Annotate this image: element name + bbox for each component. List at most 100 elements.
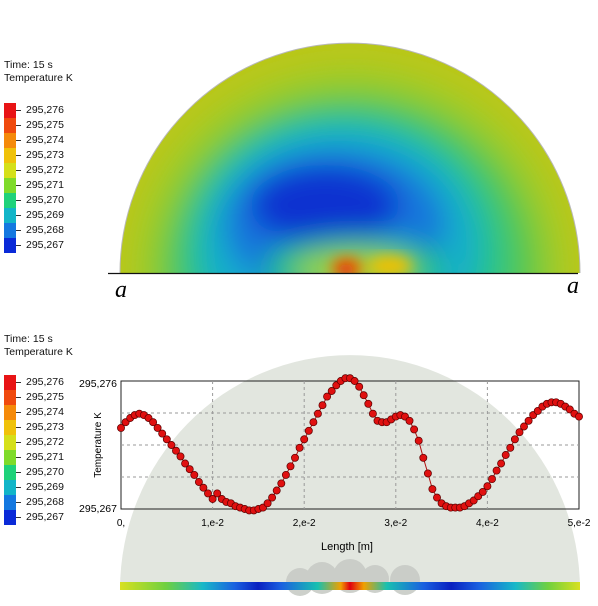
legend-value: 295,273 — [26, 421, 64, 433]
legend-tick — [16, 457, 21, 458]
data-point — [520, 422, 528, 431]
time-label: Time: — [4, 333, 30, 345]
legend-swatch — [4, 480, 16, 495]
x-tick-label: 2,e-2 — [293, 518, 316, 529]
data-point — [492, 466, 501, 475]
data-point — [300, 435, 309, 444]
legend-value: 295,275 — [26, 391, 64, 403]
legend-tick — [16, 230, 21, 231]
legend-value: 295,269 — [26, 481, 64, 493]
quantity-label: Temperature K — [4, 72, 73, 84]
data-point — [368, 409, 377, 418]
plot-grid — [121, 381, 579, 509]
data-point — [213, 489, 222, 498]
legend-value: 295,267 — [26, 239, 64, 251]
top-panel: Time: 15 s Temperature K 295,276 295,275 29… — [4, 42, 581, 303]
data-point — [172, 446, 180, 455]
data-point — [423, 469, 432, 478]
data-point — [483, 482, 492, 491]
legend-swatch — [4, 148, 16, 163]
data-point — [158, 429, 167, 438]
data-point — [263, 499, 272, 508]
data-point — [286, 462, 295, 471]
legend-value: 295,268 — [26, 496, 64, 508]
x-tick-label: 3,e-2 — [384, 518, 407, 529]
data-point — [162, 435, 171, 444]
data-point — [117, 423, 125, 432]
legend-swatch — [4, 420, 16, 435]
data-point — [277, 479, 286, 488]
legend-tick — [16, 412, 21, 413]
data-point — [304, 426, 313, 435]
legend-swatch — [4, 208, 16, 223]
legend-swatch — [4, 375, 16, 390]
legend-swatch — [4, 450, 16, 465]
legend-tick — [16, 215, 21, 216]
domain-backdrop — [120, 355, 580, 590]
y-tick-max: 295,276 — [79, 378, 117, 390]
data-point — [208, 495, 217, 503]
data-point — [194, 478, 203, 486]
legend-tick — [16, 245, 21, 246]
legend-value: 295,274 — [26, 406, 64, 418]
data-point — [497, 459, 506, 468]
x-tick-label: 1,e-2 — [201, 518, 224, 529]
data-point — [167, 441, 176, 449]
data-point — [309, 418, 318, 427]
legend-value: 295,269 — [26, 209, 64, 221]
legend-value: 295,273 — [26, 149, 64, 161]
data-point — [181, 459, 190, 468]
legend-tick — [16, 110, 21, 111]
legend-swatch — [4, 390, 16, 405]
data-point — [355, 382, 364, 391]
legend-swatch — [4, 435, 16, 450]
legend-tick — [16, 382, 21, 383]
legend-swatch — [4, 238, 16, 253]
legend-value: 295,267 — [26, 511, 64, 523]
data-point — [291, 453, 299, 462]
data-point — [281, 470, 290, 479]
time-value: 15 s — [32, 333, 53, 345]
legend-tick — [16, 185, 21, 186]
section-marker-left: a — [115, 277, 127, 303]
data-point — [405, 416, 414, 425]
data-point — [506, 443, 515, 452]
legend-tick — [16, 140, 21, 141]
x-tick-label: 5,e-2 — [568, 518, 591, 529]
legend-swatch — [4, 405, 16, 420]
data-point — [323, 392, 332, 401]
legend-swatch — [4, 118, 16, 133]
data-point — [185, 465, 194, 474]
data-point — [204, 489, 212, 498]
legend-swatch — [4, 223, 16, 238]
data-point — [199, 483, 208, 492]
time-value: 15 s — [32, 59, 53, 71]
legend-value: 295,272 — [26, 436, 64, 448]
legend-value: 295,276 — [26, 376, 64, 388]
legend-tick — [16, 170, 21, 171]
top-header: Time: 15 s Temperature K — [4, 59, 73, 85]
data-point — [327, 387, 336, 395]
bottom-header: Time: 15 s Temperature K — [4, 333, 73, 359]
legend-value: 295,274 — [26, 134, 64, 146]
x-tick-label: 4,e-2 — [476, 518, 499, 529]
data-point — [190, 470, 199, 479]
legend-tick — [16, 502, 21, 503]
data-point — [428, 485, 437, 494]
section-marker-right: a — [567, 273, 579, 299]
legend-swatch — [4, 133, 16, 148]
data-point — [501, 451, 510, 459]
legend-tick — [16, 517, 21, 518]
data-point — [176, 452, 185, 461]
legend-value: 295,270 — [26, 194, 64, 206]
data-point — [295, 443, 304, 452]
data-point — [414, 436, 423, 445]
legend-value: 295,275 — [26, 119, 64, 131]
data-point — [433, 493, 441, 502]
data-point — [488, 475, 496, 484]
bottom-color-strip — [120, 582, 580, 590]
legend-value: 295,270 — [26, 466, 64, 478]
data-point — [478, 487, 487, 496]
